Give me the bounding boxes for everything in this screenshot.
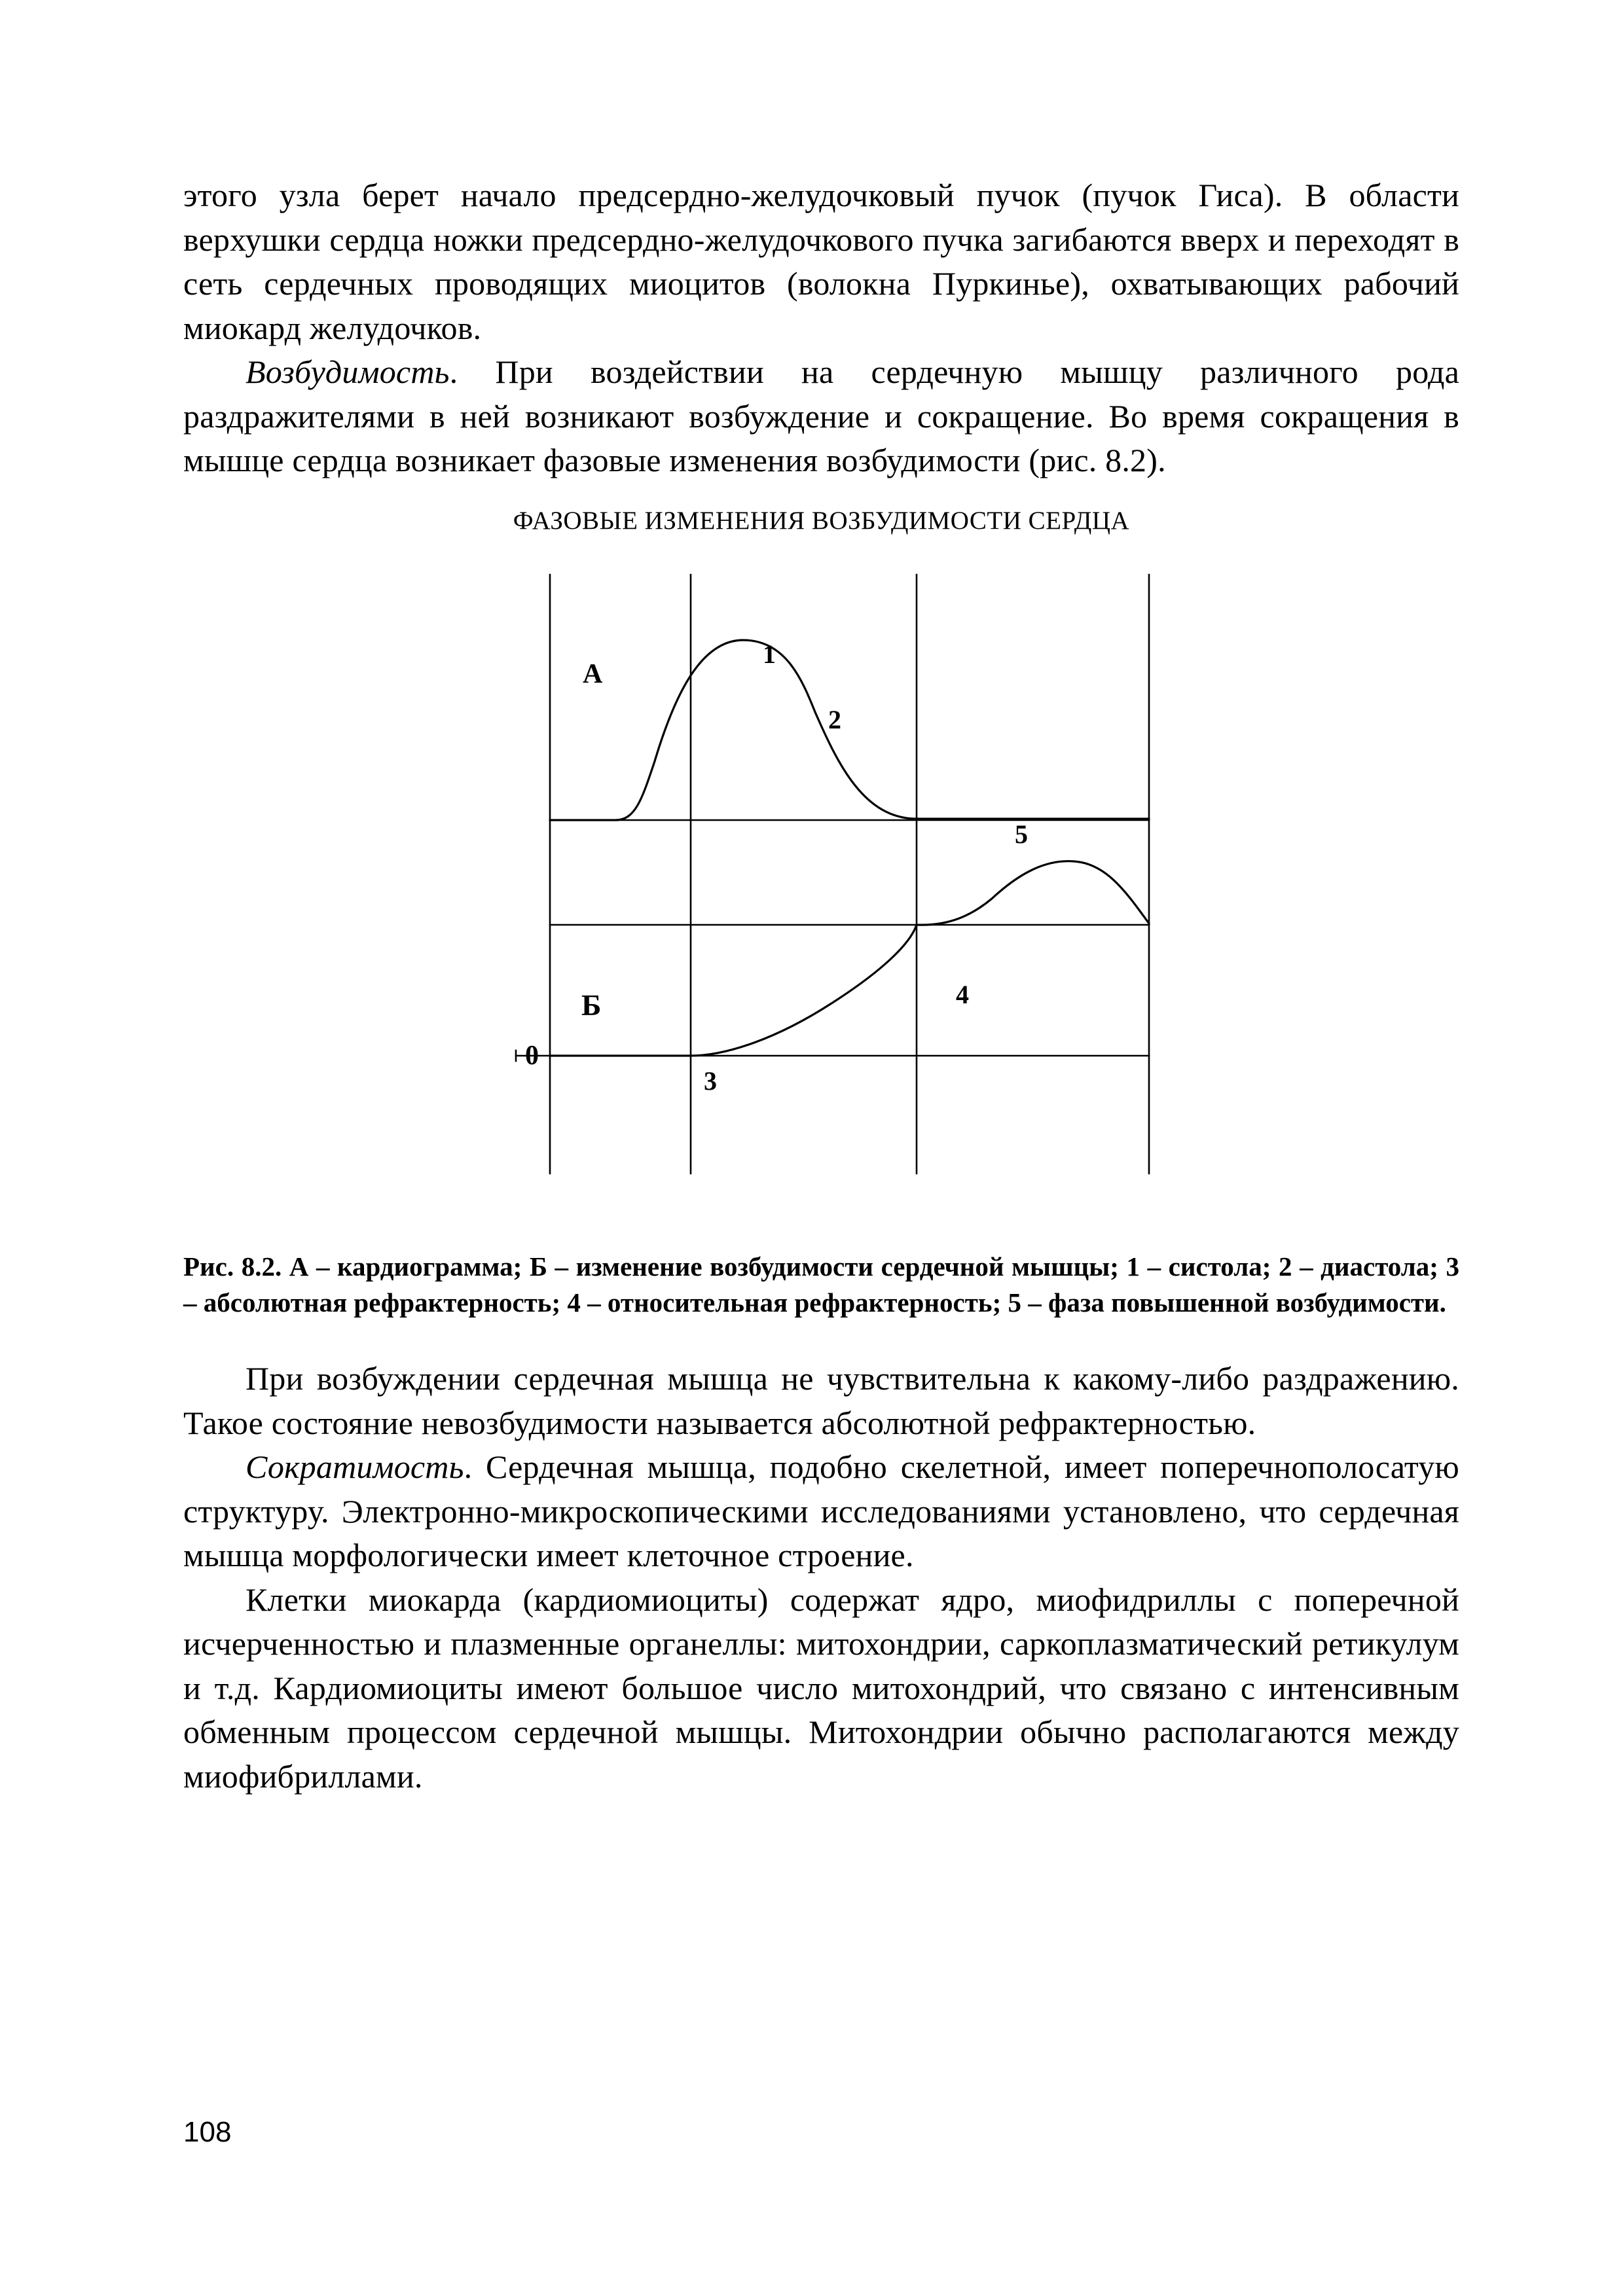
paragraph-4: Сократимость. Сердечная мышца, подобно с… (183, 1445, 1459, 1578)
p4-lead: Сократимость (246, 1448, 464, 1485)
chart-svg: 0 1 2 3 4 5 А Б (445, 545, 1198, 1206)
chart-title: ФАЗОВЫЕ ИЗМЕНЕНИЯ ВОЗБУДИМОСТИ СЕРДЦА (183, 506, 1459, 535)
paragraph-2: Возбудимость. При воздействии на сердечн… (183, 350, 1459, 483)
svg-text:Б: Б (581, 988, 601, 1022)
paragraph-1: этого узла берет начало предсердно-желуд… (183, 173, 1459, 350)
paragraph-5: Клетки миокарда (кардиомиоциты) содержат… (183, 1578, 1459, 1799)
chart-svg-wrap: 0 1 2 3 4 5 А Б (445, 545, 1198, 1210)
paragraph-3: При возбуждении сердечная мышца не чувст… (183, 1357, 1459, 1445)
figure-caption: Рис. 8.2. А – кардиограмма; Б – изменени… (183, 1249, 1459, 1321)
svg-text:3: 3 (704, 1066, 717, 1096)
svg-text:1: 1 (763, 639, 776, 669)
svg-text:4: 4 (956, 980, 969, 1009)
body-text-bottom: При возбуждении сердечная мышца не чувст… (183, 1357, 1459, 1799)
svg-text:А: А (583, 659, 603, 689)
body-text-top: этого узла берет начало предсердно-желуд… (183, 173, 1459, 483)
svg-text:2: 2 (828, 705, 841, 734)
svg-text:5: 5 (1015, 819, 1028, 849)
svg-text:0: 0 (525, 1041, 539, 1071)
p2-lead: Возбудимость (246, 353, 450, 390)
page-number: 108 (183, 2116, 231, 2149)
figure-8-2: ФАЗОВЫЕ ИЗМЕНЕНИЯ ВОЗБУДИМОСТИ СЕРДЦА 0 1… (183, 506, 1459, 1321)
page: этого узла берет начало предсердно-желуд… (0, 0, 1623, 2296)
